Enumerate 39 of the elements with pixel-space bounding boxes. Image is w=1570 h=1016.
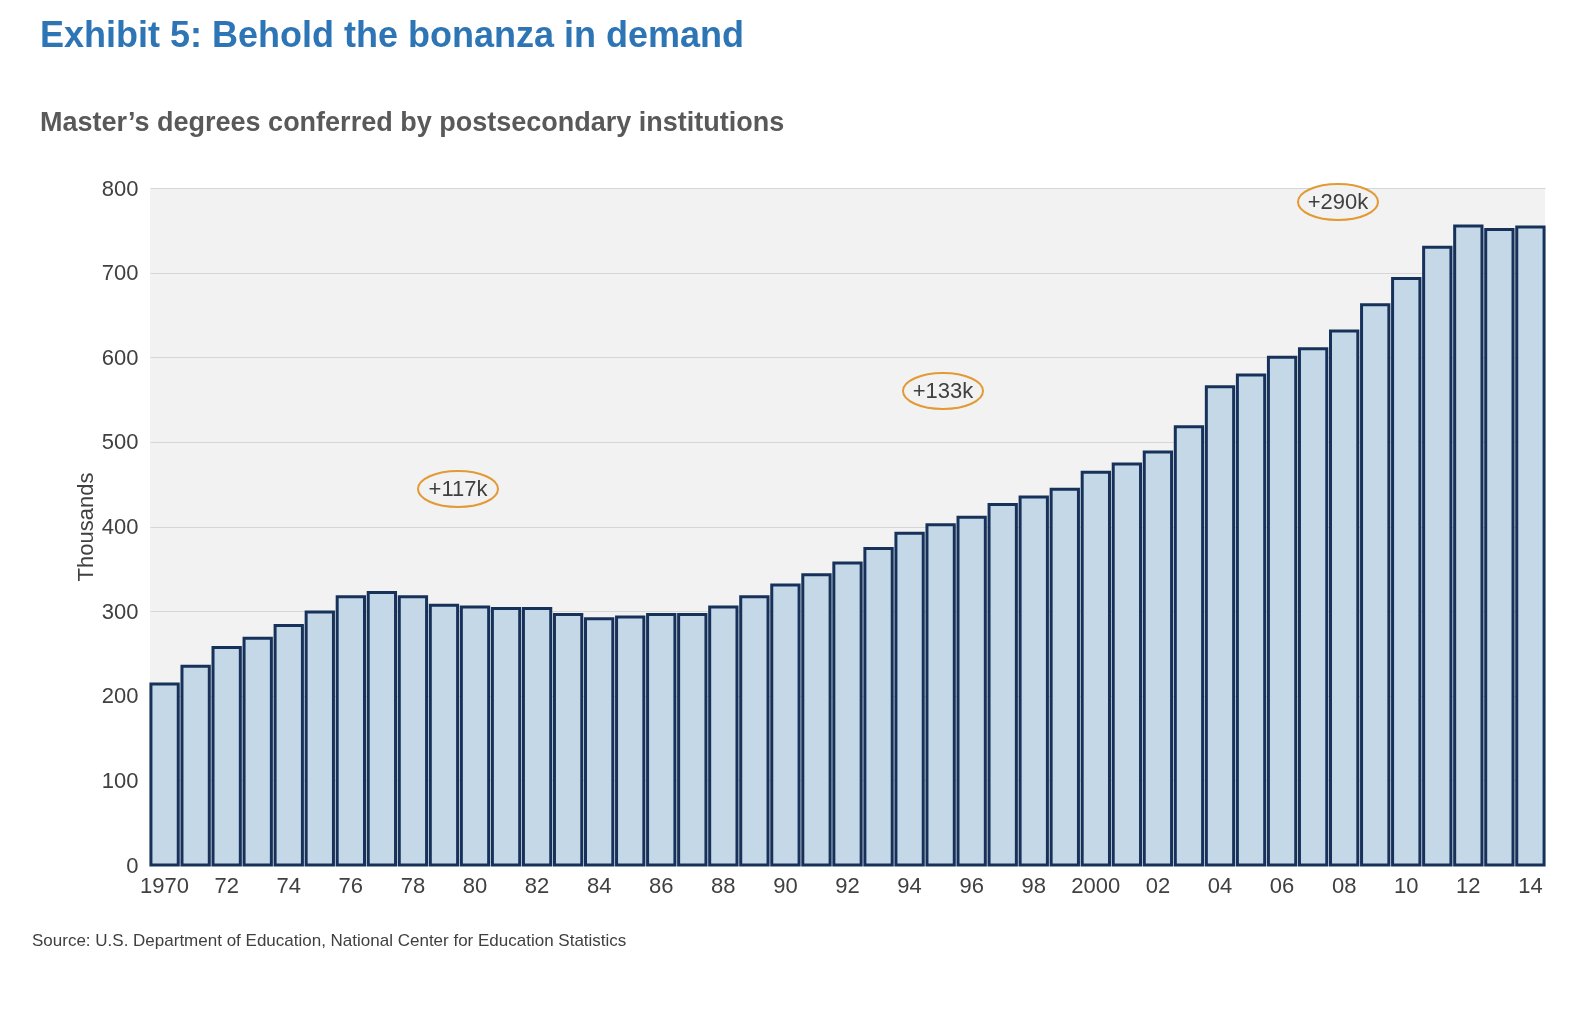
x-tick-label: 12 <box>1456 872 1481 898</box>
x-tick-label: 88 <box>711 872 736 898</box>
y-axis-title: Thousands <box>72 472 98 582</box>
y-tick-label: 600 <box>101 344 139 370</box>
y-tick-label: 800 <box>101 175 139 201</box>
x-tick-label: 96 <box>959 872 984 898</box>
annotation: +133k <box>912 378 975 403</box>
annotation: +117k <box>428 476 489 501</box>
y-tick-label: 100 <box>101 767 139 793</box>
x-tick-label: 1970 <box>140 872 190 898</box>
y-tick-label: 500 <box>101 429 139 455</box>
x-tick-label: 82 <box>524 872 550 898</box>
x-tick-label: 98 <box>1021 872 1046 898</box>
x-tick-label: 2000 <box>1071 872 1121 898</box>
x-tick-label: 08 <box>1331 872 1357 898</box>
chart-subtitle: Master’s degrees conferred by postsecondary institutions <box>40 107 785 137</box>
x-tick-label: 06 <box>1269 872 1295 898</box>
x-tick-label: 10 <box>1394 872 1419 898</box>
y-tick-label: 300 <box>101 598 139 624</box>
y-tick-label: 0 <box>126 852 139 878</box>
chart-title: Exhibit 5: Behold the bonanza in demand <box>40 14 745 55</box>
annotation: +290k <box>1307 189 1370 214</box>
x-tick-label: 04 <box>1207 872 1233 898</box>
x-tick-label: 92 <box>835 872 860 898</box>
x-tick-label: 78 <box>400 872 426 898</box>
x-tick-label: 94 <box>897 872 922 898</box>
y-tick-label: 400 <box>101 514 139 539</box>
x-tick-label: 84 <box>586 872 612 898</box>
x-tick-label: 86 <box>649 872 674 898</box>
x-tick-label: 76 <box>338 872 364 898</box>
x-tick-label: 02 <box>1145 872 1171 898</box>
x-tick-label: 74 <box>276 872 301 898</box>
y-tick-label: 200 <box>101 683 139 709</box>
x-tick-label: 14 <box>1518 872 1543 898</box>
y-tick-label: 700 <box>101 260 139 286</box>
x-tick-label: 90 <box>773 872 798 898</box>
source-note: Source: U.S. Department of Education, National Center for Education Statistics <box>32 931 628 951</box>
x-tick-label: 72 <box>214 872 239 898</box>
x-tick-label: 80 <box>462 872 488 898</box>
